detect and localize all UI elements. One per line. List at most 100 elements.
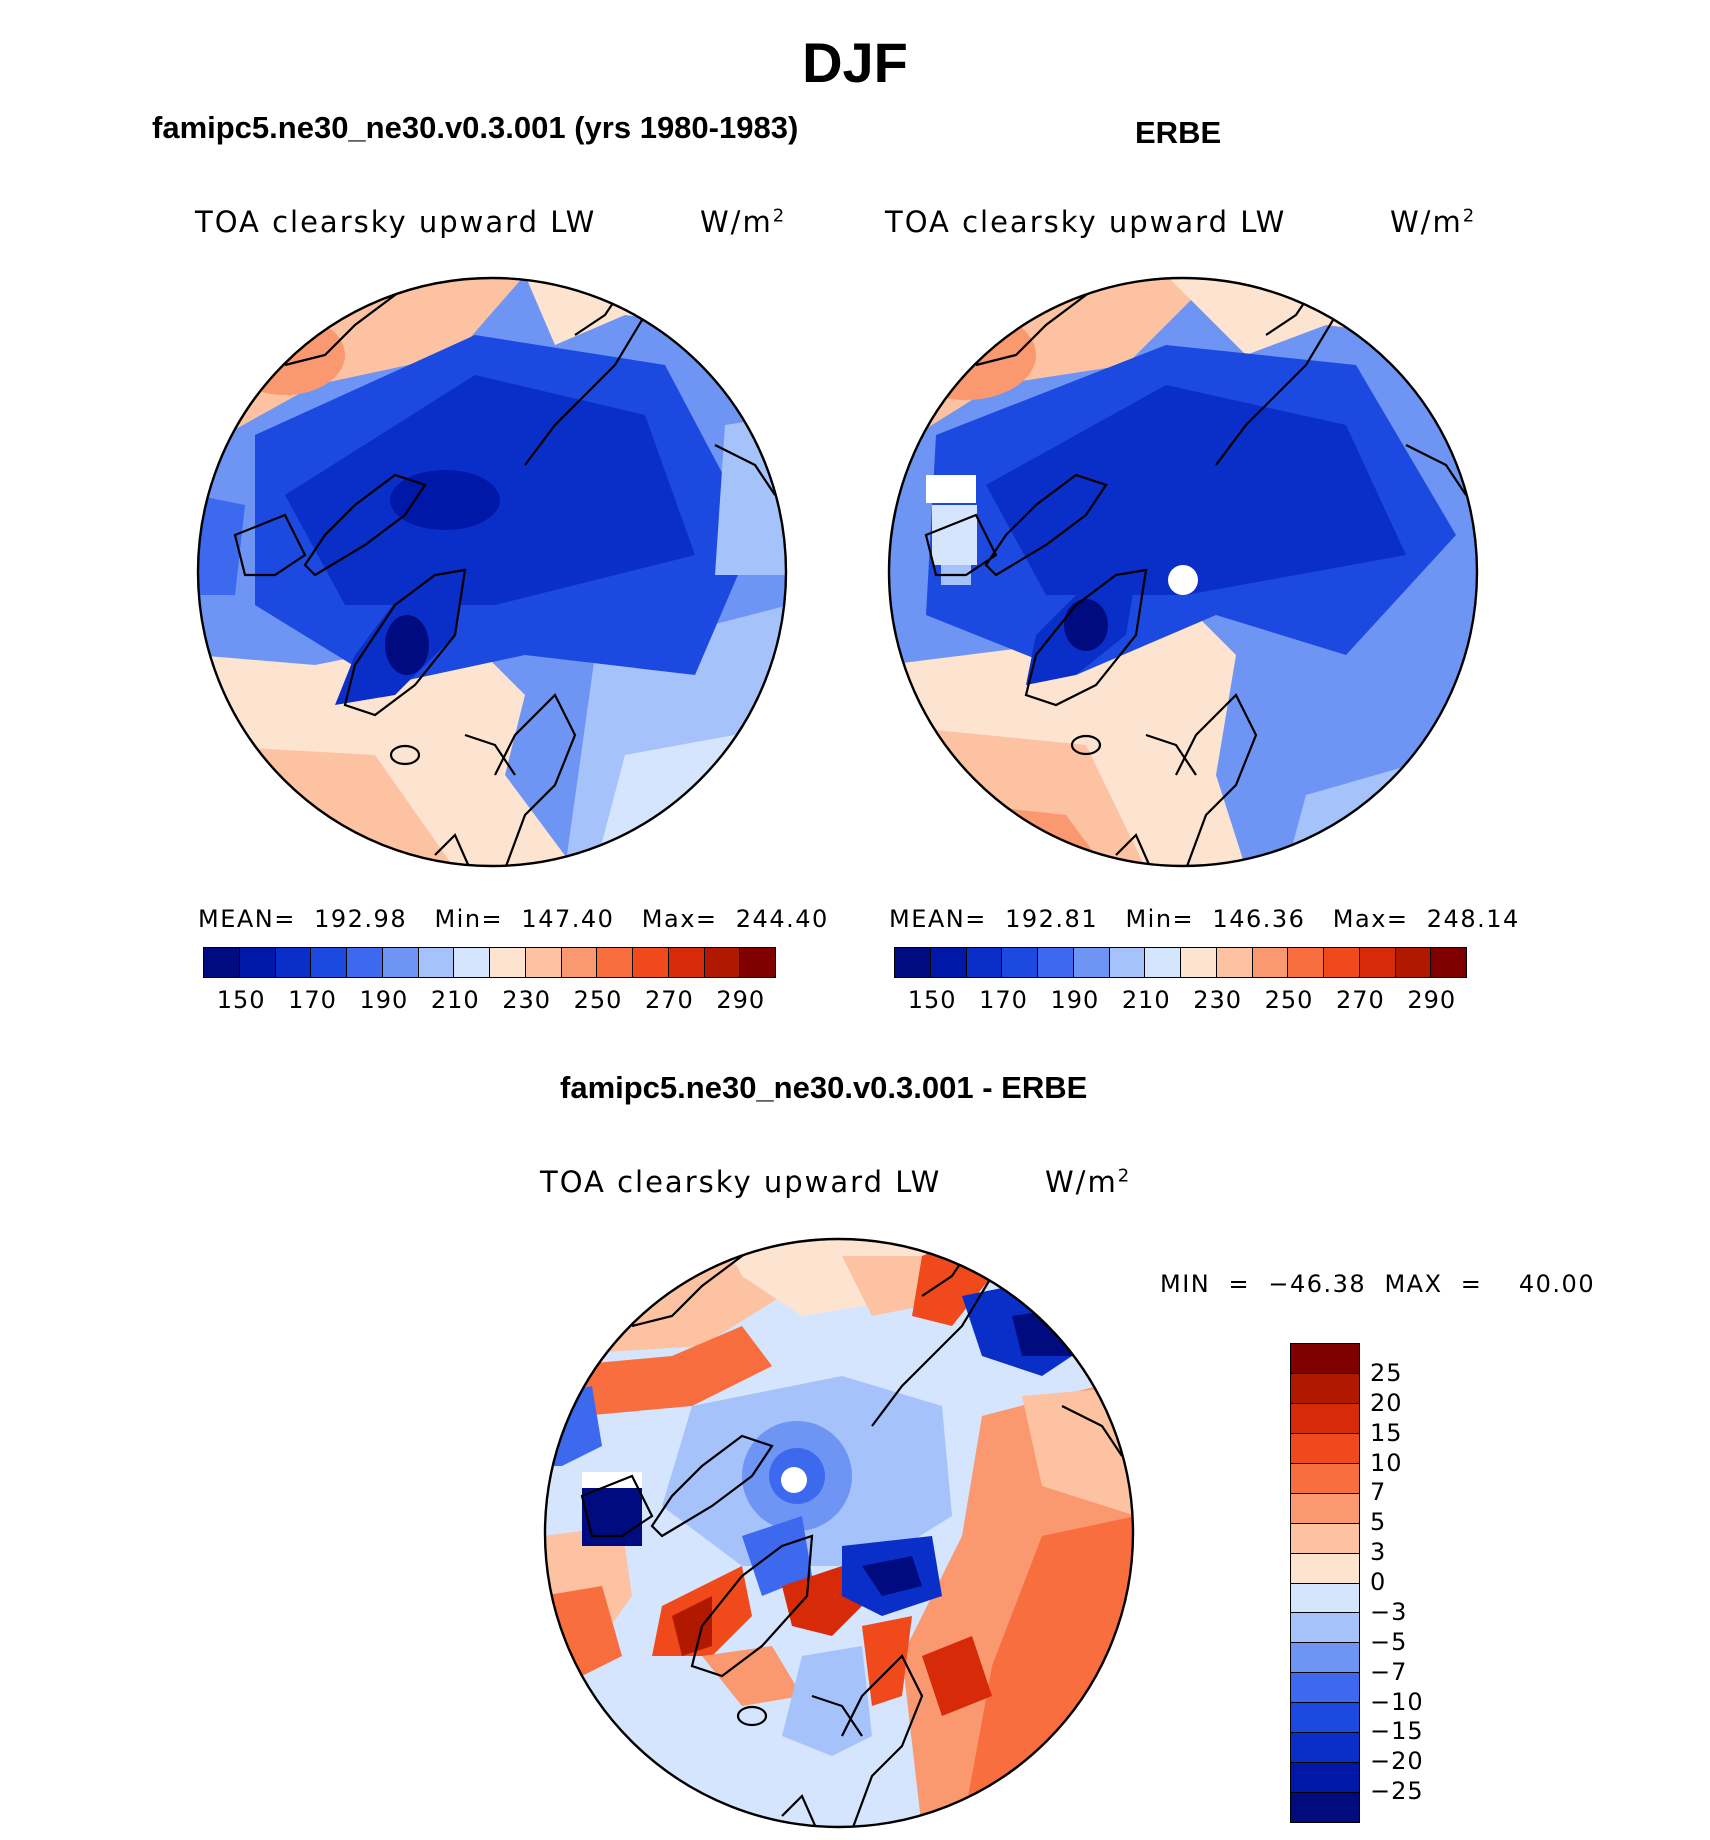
diff-colorbar-swatch <box>1291 1553 1359 1584</box>
panel-right-colorbar-tick-label: 290 <box>1407 986 1457 1014</box>
diff-panel-minmax: MIN = −46.38 MAX = 40.00 <box>1160 1270 1596 1298</box>
diff-panel-map <box>543 1237 1135 1829</box>
panel-right-colorbar-swatch <box>1431 948 1466 977</box>
panel-left-title: famipc5.ne30_ne30.v0.3.001 (yrs 1980-198… <box>152 110 799 145</box>
panel-right-colorbar-swatch <box>1109 948 1146 977</box>
panel-left-units: W/m2 <box>700 205 787 239</box>
panel-right-colorbar-ticks: 150 170 190 210 230 250 270 290 <box>894 986 1465 1016</box>
diff-colorbar-label: 7 <box>1370 1478 1387 1507</box>
panel-left-colorbar-tick-label: 170 <box>288 986 337 1014</box>
diff-colorbar-label: −15 <box>1370 1717 1424 1746</box>
diff-colorbar-swatch <box>1291 1613 1359 1644</box>
diff-colorbar-labels: 25 20 15 10 7 5 3 0 −3 −5 −7 −10 −15 −20 −25 <box>1370 1343 1460 1821</box>
diff-colorbar-label: 3 <box>1370 1538 1387 1567</box>
panel-right-colorbar-tick-label: 150 <box>907 986 957 1014</box>
panel-right-colorbar <box>894 947 1467 978</box>
panel-left-colorbar-swatch <box>597 948 633 977</box>
diff-colorbar-swatch <box>1291 1583 1359 1614</box>
panel-left-colorbar <box>203 947 776 978</box>
panel-right-colorbar-tick-label: 210 <box>1121 986 1171 1014</box>
panel-left-colorbar-swatch <box>633 948 669 977</box>
diff-colorbar-label: −20 <box>1370 1747 1424 1776</box>
diff-colorbar-swatch <box>1291 1673 1359 1704</box>
panel-left-colorbar-swatch <box>239 948 276 977</box>
diff-colorbar-label: 25 <box>1370 1358 1403 1387</box>
panel-left-colorbar-tick-label: 190 <box>359 986 409 1014</box>
panel-right-colorbar-tick-label: 230 <box>1193 986 1242 1014</box>
diff-panel-variable: TOA clearsky upward LW <box>540 1165 942 1199</box>
diff-colorbar-label: 10 <box>1370 1448 1403 1477</box>
panel-right-colorbar-swatch <box>1073 948 1110 977</box>
diff-colorbar-swatch <box>1291 1793 1359 1822</box>
panel-right-colorbar-tick-label: 250 <box>1264 986 1314 1014</box>
panel-right-map <box>887 276 1479 868</box>
panel-left-colorbar-swatch <box>382 948 419 977</box>
panel-left-colorbar-swatch <box>525 948 562 977</box>
panel-right-colorbar-swatch <box>895 948 931 977</box>
diff-colorbar-label: −25 <box>1370 1777 1424 1806</box>
panel-right-variable: TOA clearsky upward LW <box>885 205 1287 239</box>
diff-colorbar-label: −5 <box>1370 1627 1408 1656</box>
diff-colorbar-label: −3 <box>1370 1597 1408 1626</box>
diff-colorbar-label: 20 <box>1370 1388 1403 1417</box>
panel-right-colorbar-swatch <box>1216 948 1253 977</box>
panel-left-colorbar-swatch <box>204 948 240 977</box>
panel-right-colorbar-swatch <box>1145 948 1181 977</box>
panel-right-colorbar-swatch <box>966 948 1003 977</box>
panel-left-colorbar-tick-label: 290 <box>716 986 766 1014</box>
panel-left-colorbar-tick-label: 270 <box>644 986 694 1014</box>
main-title: DJF <box>802 31 908 94</box>
panel-right-colorbar-swatch <box>1359 948 1396 977</box>
panel-left-map <box>196 276 788 868</box>
panel-right-colorbar-swatch <box>1252 948 1289 977</box>
diff-colorbar-swatch <box>1291 1493 1359 1524</box>
panel-left-colorbar-swatch <box>561 948 598 977</box>
panel-left-colorbar-tick-label: 210 <box>430 986 480 1014</box>
panel-right-stats: MEAN= 192.81 Min= 146.36 Max= 248.14 <box>889 905 1520 933</box>
panel-right-colorbar-swatch <box>1324 948 1360 977</box>
panel-right-colorbar-swatch <box>1181 948 1217 977</box>
panel-right-colorbar-swatch <box>1038 948 1074 977</box>
diff-colorbar-swatch <box>1291 1344 1359 1374</box>
panel-left-stats: MEAN= 192.98 Min= 147.40 Max= 244.40 <box>198 905 829 933</box>
diff-colorbar-swatch <box>1291 1463 1359 1494</box>
panel-right-colorbar-swatch <box>1288 948 1324 977</box>
diff-colorbar-swatch <box>1291 1433 1359 1464</box>
panel-left-colorbar-ticks: 150 170 190 210 230 250 270 290 <box>203 986 774 1016</box>
panel-left-colorbar-tick-label: 150 <box>216 986 266 1014</box>
panel-left-colorbar-swatch <box>418 948 455 977</box>
diff-colorbar-label: 5 <box>1370 1508 1387 1537</box>
diff-panel-units: W/m2 <box>1045 1165 1132 1199</box>
panel-left-colorbar-swatch <box>275 948 312 977</box>
panel-left-colorbar-swatch <box>704 948 741 977</box>
diff-colorbar <box>1290 1343 1360 1823</box>
diff-colorbar-swatch <box>1291 1703 1359 1734</box>
panel-left-variable: TOA clearsky upward LW <box>195 205 597 239</box>
diff-colorbar-swatch <box>1291 1523 1359 1554</box>
diff-colorbar-label: 0 <box>1370 1568 1387 1596</box>
panel-left-colorbar-swatch <box>668 948 705 977</box>
diff-colorbar-label: 15 <box>1370 1418 1403 1447</box>
panel-left-colorbar-swatch <box>740 948 775 977</box>
diff-colorbar-swatch <box>1291 1403 1359 1434</box>
panel-left-colorbar-swatch <box>347 948 383 977</box>
panel-left-colorbar-swatch <box>311 948 347 977</box>
diff-colorbar-label: −10 <box>1370 1687 1424 1716</box>
diff-panel-title: famipc5.ne30_ne30.v0.3.001 - ERBE <box>560 1070 1088 1105</box>
panel-left-colorbar-tick-label: 250 <box>573 986 623 1014</box>
diff-colorbar-swatch <box>1291 1643 1359 1674</box>
diff-colorbar-swatch <box>1291 1733 1359 1764</box>
diff-colorbar-label: −7 <box>1370 1657 1408 1686</box>
panel-right-colorbar-swatch <box>1395 948 1432 977</box>
panel-right-colorbar-tick-label: 270 <box>1335 986 1385 1014</box>
panel-right-colorbar-tick-label: 170 <box>979 986 1028 1014</box>
panel-right-units: W/m2 <box>1390 205 1477 239</box>
diff-colorbar-swatch <box>1291 1373 1359 1404</box>
panel-left-colorbar-swatch <box>454 948 490 977</box>
panel-right-colorbar-tick-label: 190 <box>1050 986 1100 1014</box>
panel-right-colorbar-swatch <box>930 948 967 977</box>
diff-colorbar-swatch <box>1291 1763 1359 1794</box>
panel-right-colorbar-swatch <box>1002 948 1038 977</box>
panel-left-colorbar-swatch <box>490 948 526 977</box>
panel-left-colorbar-tick-label: 230 <box>502 986 551 1014</box>
